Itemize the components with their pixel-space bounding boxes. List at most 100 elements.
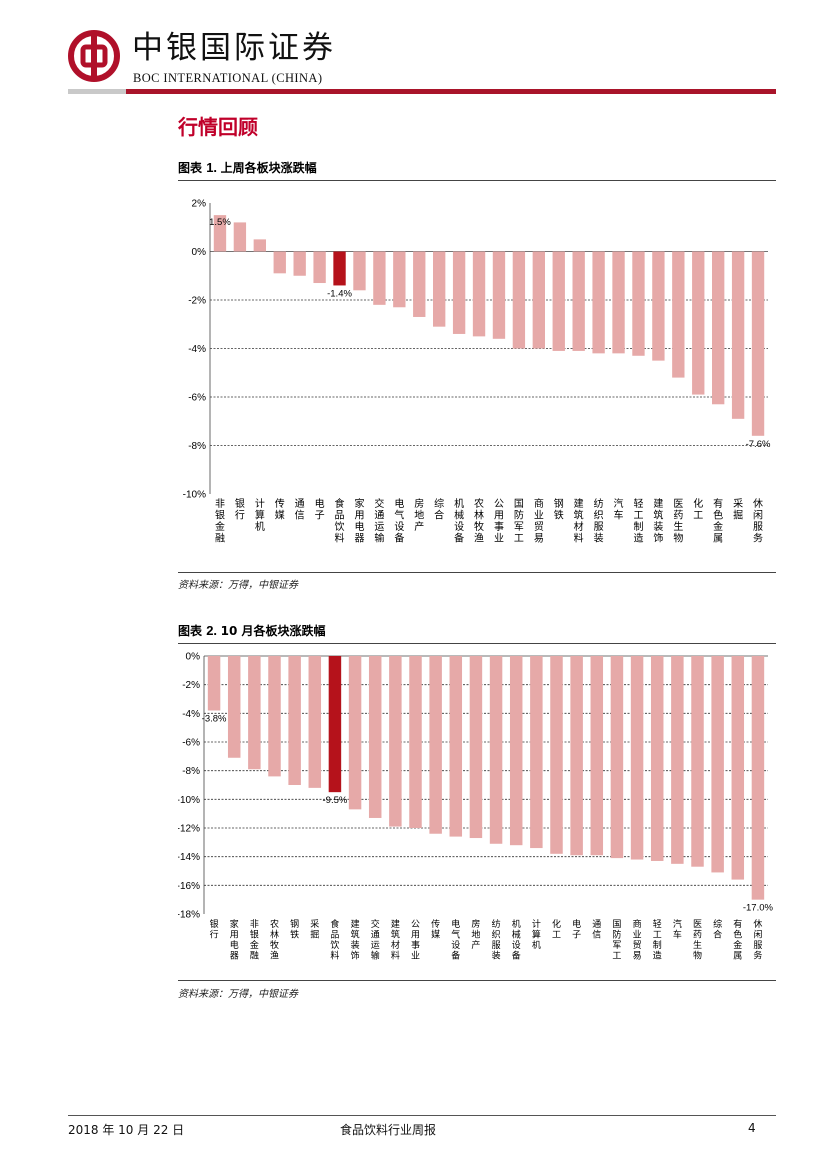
header-rule-gray	[68, 89, 126, 94]
bar-交通运输	[373, 251, 386, 305]
y-tick-label: -16%	[178, 881, 200, 892]
bar-钢铁	[288, 656, 301, 785]
y-tick-label: -10%	[183, 490, 206, 501]
bar-汽车	[671, 656, 684, 864]
x-tick-label: 电子	[572, 918, 581, 941]
bar-传媒	[273, 251, 286, 274]
x-tick-label: 医药生物	[673, 498, 683, 545]
y-tick-label: -2%	[182, 680, 200, 691]
bar-化工	[692, 251, 705, 395]
x-tick-label: 钢铁	[554, 497, 564, 522]
y-tick-label: -2%	[188, 296, 206, 307]
figure1-caption: 图表 1. 上周各板块涨跌幅	[178, 159, 317, 176]
x-tick-label: 传媒	[431, 918, 440, 941]
x-tick-label: 建筑装饰	[653, 497, 663, 545]
figure2-bottom-rule	[178, 980, 776, 981]
x-tick-label: 医药生物	[693, 919, 702, 962]
x-tick-label: 家用电器	[230, 918, 239, 962]
figure2-caption-prefix: 图表	[178, 624, 207, 638]
x-tick-label: 商业贸易	[633, 918, 642, 962]
x-tick-label: 家用电器	[354, 497, 364, 545]
x-tick-label: 银行	[210, 918, 219, 941]
x-tick-label: 公用事业	[494, 499, 504, 545]
section-title: 行情回顾	[178, 115, 258, 139]
x-tick-label: 银行	[235, 497, 245, 522]
figure1-caption-prefix: 图表	[178, 161, 207, 175]
bar-建筑材料	[572, 251, 585, 351]
x-tick-label: 建筑装饰	[351, 918, 360, 962]
bar-电子	[570, 656, 583, 856]
figure2-caption-num: 2.	[206, 623, 221, 638]
x-tick-label: 通信	[295, 498, 305, 522]
figure1-bar-chart: 2% 0% -2% -4% -6% -8% -10% 非银金融银行计算机传媒通信电子食品饮料家…	[183, 199, 771, 545]
x-tick-label: 建筑材料	[391, 918, 400, 962]
y-tick-label: -12%	[178, 824, 200, 835]
x-tick-label: 计算机	[255, 497, 265, 533]
bar-机械设备	[509, 656, 523, 846]
bar-交通运输	[368, 656, 382, 818]
bar-家用电器	[227, 656, 241, 758]
x-tick-label: 化工	[693, 497, 703, 522]
bar-电气设备	[393, 251, 406, 308]
bar-房地产	[413, 251, 426, 317]
x-tick-label: 房地产	[414, 497, 424, 533]
x-tick-label: 电气设备	[451, 918, 460, 962]
x-tick-label: 汽车	[614, 497, 624, 522]
x-tick-label: 机械设备	[512, 918, 521, 962]
x-tick-label: 国防军工	[514, 498, 524, 545]
figure2-top-rule	[178, 643, 776, 644]
y-tick-label: -4%	[182, 709, 200, 720]
y-tick-label: -8%	[182, 766, 200, 777]
bar-非银金融	[248, 656, 261, 770]
x-tick-label: 钢铁	[290, 918, 299, 941]
x-tick-label: 有色金属	[713, 497, 723, 545]
y-tick-label: -6%	[188, 393, 206, 404]
x-tick-label: 传媒	[275, 498, 285, 522]
bar-商业贸易	[630, 656, 644, 860]
figure2-source: 资料来源：万得，中银证券	[178, 989, 298, 1000]
x-tick-label: 食品饮料	[330, 918, 339, 962]
x-tick-label: 有色金属	[733, 918, 742, 962]
footer-page-number: 4	[748, 1121, 756, 1135]
y-tick-label: 2%	[192, 199, 207, 210]
footer-report-title: 食品饮料行业周报	[340, 1123, 437, 1137]
x-tick-label: 国防军工	[612, 919, 621, 962]
x-tick-label: 房地产	[471, 918, 480, 951]
figure1-caption-text: 上周各板块涨跌幅	[220, 161, 317, 175]
x-tick-label: 建筑材料	[574, 497, 584, 545]
x-tick-label: 计算机	[532, 918, 541, 951]
bar-采掘	[731, 251, 745, 419]
data-label: -17.0%	[743, 903, 774, 914]
x-tick-label: 化工	[552, 918, 561, 941]
x-tick-label: 农林牧渔	[474, 497, 484, 545]
x-tick-label: 采掘	[733, 498, 743, 522]
bar-纺织服装	[489, 656, 503, 844]
brand-name-en: BOC INTERNATIONAL (CHINA)	[133, 71, 323, 85]
bar-农林牧渔	[472, 251, 486, 337]
bar-农林牧渔	[268, 656, 281, 777]
bar-通信	[293, 251, 306, 276]
x-tick-label: 商业贸易	[534, 497, 544, 545]
bar-采掘	[308, 656, 322, 788]
bar-医药生物	[691, 656, 704, 867]
bar-计算机	[530, 656, 543, 849]
bar-通信	[590, 656, 604, 856]
bar-综合	[433, 251, 446, 327]
x-tick-label: 汽车	[673, 918, 682, 941]
x-tick-label: 非银金融	[250, 918, 259, 962]
x-tick-label: 综合	[713, 918, 722, 941]
bar-公用事业	[492, 251, 506, 339]
data-label: -1.4%	[327, 288, 352, 299]
brand-name-cn: 中银国际证券	[132, 30, 336, 66]
x-tick-label: 纺织服装	[492, 918, 501, 962]
data-label: 1.5%	[209, 217, 231, 228]
y-tick-label: -18%	[178, 910, 200, 921]
x-tick-label: 机械设备	[454, 497, 464, 545]
x-tick-label: 综合	[434, 497, 444, 522]
footer-rule	[68, 1115, 776, 1116]
figure2-caption: 图表 2. 10 月各板块涨跌幅	[178, 622, 326, 639]
bar-公用事业	[409, 656, 422, 828]
data-label: -9.5%	[323, 795, 348, 806]
bar-国防军工	[610, 656, 624, 859]
bar-化工	[550, 656, 563, 854]
